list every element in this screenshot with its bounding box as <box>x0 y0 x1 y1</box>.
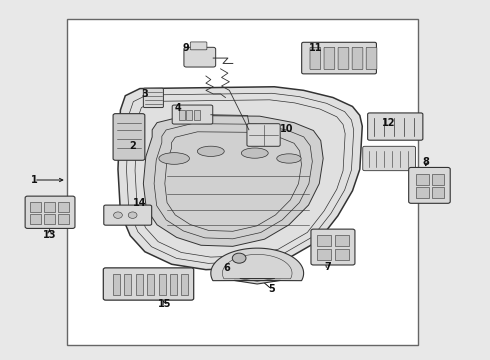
Bar <box>44 214 55 224</box>
Bar <box>432 174 444 185</box>
Text: 7: 7 <box>325 262 331 272</box>
Text: 14: 14 <box>133 198 147 208</box>
Bar <box>335 234 348 246</box>
FancyBboxPatch shape <box>338 47 349 69</box>
Text: 6: 6 <box>223 263 230 273</box>
FancyBboxPatch shape <box>103 268 194 300</box>
FancyBboxPatch shape <box>324 47 335 69</box>
Bar <box>124 274 131 295</box>
FancyBboxPatch shape <box>302 42 376 74</box>
Text: 15: 15 <box>158 299 171 309</box>
Bar <box>136 274 143 295</box>
Text: 10: 10 <box>280 124 294 134</box>
Text: 5: 5 <box>269 284 275 294</box>
Bar <box>113 274 120 295</box>
Text: 12: 12 <box>382 118 396 128</box>
FancyBboxPatch shape <box>409 167 450 203</box>
Ellipse shape <box>159 153 190 164</box>
Bar <box>58 214 69 224</box>
Bar <box>181 274 188 295</box>
FancyBboxPatch shape <box>113 114 145 160</box>
FancyBboxPatch shape <box>104 205 152 225</box>
Text: 3: 3 <box>142 89 148 99</box>
FancyBboxPatch shape <box>25 196 75 228</box>
Ellipse shape <box>277 154 301 163</box>
Bar <box>30 202 41 212</box>
FancyBboxPatch shape <box>144 88 163 108</box>
Bar <box>58 202 69 212</box>
Bar <box>416 174 429 185</box>
Circle shape <box>232 253 246 263</box>
Bar <box>318 234 331 246</box>
FancyBboxPatch shape <box>368 113 423 140</box>
FancyBboxPatch shape <box>190 42 207 50</box>
FancyBboxPatch shape <box>247 124 280 146</box>
FancyBboxPatch shape <box>311 229 355 265</box>
Ellipse shape <box>242 148 268 158</box>
Text: 9: 9 <box>183 43 190 53</box>
FancyBboxPatch shape <box>366 47 377 69</box>
Polygon shape <box>118 87 362 270</box>
Bar <box>159 274 166 295</box>
Bar <box>335 249 348 260</box>
Circle shape <box>114 212 122 219</box>
Bar <box>147 274 154 295</box>
Bar <box>318 249 331 260</box>
Ellipse shape <box>197 146 224 157</box>
Bar <box>170 274 177 295</box>
FancyBboxPatch shape <box>172 105 213 124</box>
Bar <box>67 19 418 345</box>
FancyBboxPatch shape <box>184 47 216 67</box>
FancyBboxPatch shape <box>310 47 321 69</box>
Bar <box>186 110 192 120</box>
FancyBboxPatch shape <box>352 47 363 69</box>
Bar <box>432 187 444 198</box>
Polygon shape <box>144 116 323 246</box>
Text: 8: 8 <box>422 157 429 167</box>
Polygon shape <box>211 248 304 284</box>
Text: 13: 13 <box>43 230 56 239</box>
Circle shape <box>128 212 137 219</box>
Text: 1: 1 <box>30 175 37 185</box>
Text: 11: 11 <box>309 43 322 53</box>
Text: 4: 4 <box>174 103 181 113</box>
Bar <box>44 202 55 212</box>
Text: 2: 2 <box>129 141 136 151</box>
Bar <box>179 110 185 120</box>
Bar <box>30 214 41 224</box>
Bar <box>416 187 429 198</box>
FancyBboxPatch shape <box>363 146 416 171</box>
Bar <box>194 110 199 120</box>
